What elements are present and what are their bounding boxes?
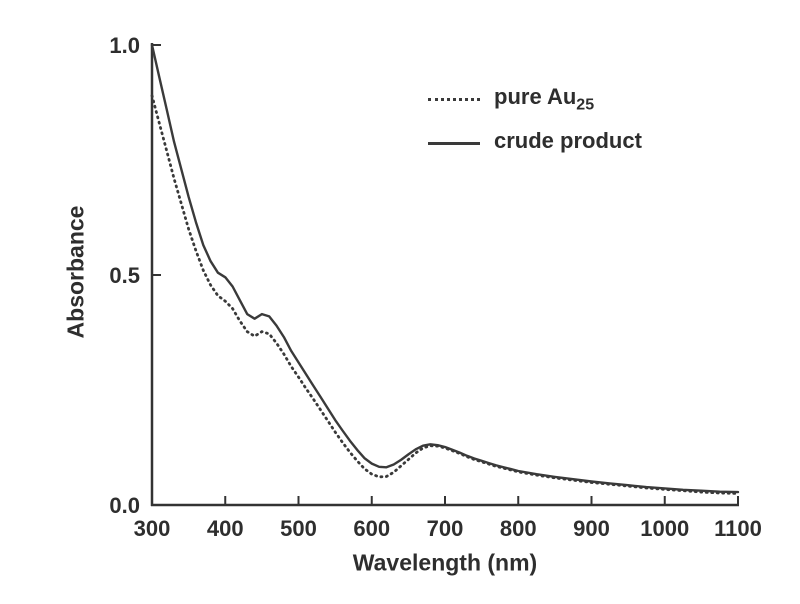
legend-item-crude-product: crude product xyxy=(428,128,642,158)
x-tick-label: 300 xyxy=(134,516,171,541)
legend-item-pure-au25: pure Au25 xyxy=(428,84,642,114)
x-tick-label: 900 xyxy=(573,516,610,541)
legend-label-text: pure Au xyxy=(494,84,577,109)
series-line-crude-product xyxy=(150,43,740,494)
y-tick-label: 0.0 xyxy=(109,493,140,518)
x-tick-label: 400 xyxy=(207,516,244,541)
x-tick-label: 500 xyxy=(280,516,317,541)
y-tick-label: 0.5 xyxy=(109,263,140,288)
legend-label-text: crude product xyxy=(494,128,642,154)
x-tick-label: 600 xyxy=(353,516,390,541)
legend: pure Au25 crude product xyxy=(428,84,642,159)
x-tick-label: 700 xyxy=(427,516,464,541)
x-tick-label: 1000 xyxy=(640,516,689,541)
x-tick-label: 1100 xyxy=(714,516,762,541)
y-axis-label: Absorbance xyxy=(62,205,89,339)
solid-line-sample-icon xyxy=(428,142,480,146)
legend-label-crude-product: crude product xyxy=(494,128,642,158)
dotted-line-sample-icon xyxy=(428,97,480,101)
y-tick-label: 1.0 xyxy=(109,33,140,58)
legend-label-subscript: 25 xyxy=(576,96,595,114)
legend-label-pure-au25: pure Au25 xyxy=(494,84,594,114)
x-axis-label: Wavelength (nm) xyxy=(352,549,538,576)
x-tick-label: 800 xyxy=(500,516,537,541)
